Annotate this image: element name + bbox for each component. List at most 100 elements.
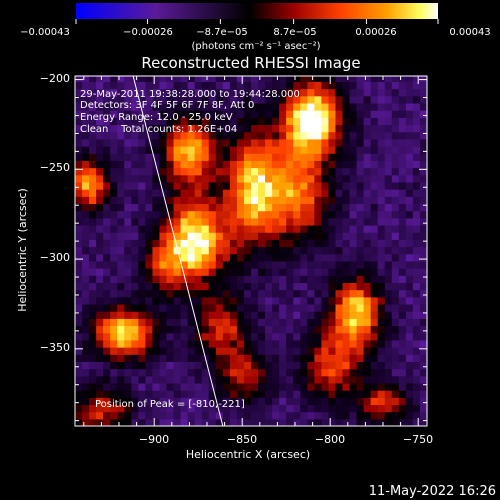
heatmap-cell [159,397,168,406]
heatmap-cell [124,189,132,197]
heatmap-cell [419,146,427,154]
heatmap-cell [236,339,245,348]
heatmap-cell [384,88,393,97]
heatmap-cell [272,375,280,384]
heatmap-cell [208,110,217,118]
x-axis-label: Heliocentric X (arcsec) [186,448,310,461]
heatmap-cell [307,196,315,205]
heatmap-cell [117,289,125,298]
heatmap-cell [286,390,294,398]
heatmap-cell [286,246,294,255]
heatmap-cell [342,418,351,426]
heatmap-cell [201,325,210,334]
heatmap-cell [222,239,231,248]
heatmap-cell [363,404,372,413]
heatmap-cell [145,404,154,413]
heatmap-cell [152,189,161,197]
heatmap-cell [138,224,146,233]
heatmap-cell [138,138,146,147]
heatmap-cell [265,203,273,212]
heatmap-cell [243,88,252,97]
heatmap-cell [229,347,238,355]
heatmap-cell [96,181,104,190]
heatmap-cell [124,203,132,212]
heatmap-cell [258,382,266,391]
heatmap-cell [159,196,168,205]
heatmap-cell [194,282,203,291]
heatmap-cell [370,217,379,226]
heatmap-cell [286,196,294,205]
heatmap-cell [131,354,139,362]
heatmap-cell [251,318,259,327]
heatmap-cell [363,217,372,226]
heatmap-cell [349,375,358,384]
heatmap-cell [75,260,83,269]
heatmap-cell [110,397,118,406]
heatmap-cell [180,303,189,312]
heatmap-cell [307,210,315,219]
heatmap-cell [307,102,315,111]
heatmap-cell [335,289,344,298]
heatmap-cell [300,88,308,97]
heatmap-cell [384,397,393,406]
heatmap-cell [145,167,154,176]
heatmap-cell [286,124,294,133]
heatmap-cell [412,361,421,370]
heatmap-cell [103,325,111,334]
heatmap-cell [384,102,393,111]
heatmap-cell [363,418,372,426]
heatmap-cell [377,124,386,133]
colorbar-tick-label: 0.00043 [449,27,490,38]
heatmap-cell [75,303,83,312]
heatmap-cell [131,411,139,420]
heatmap-cell [201,332,210,341]
heatmap-cell [96,268,104,276]
heatmap-cell [335,81,344,90]
heatmap-cell [243,110,252,118]
heatmap-cell [159,153,168,161]
heatmap-cell [180,174,189,183]
heatmap-cell [103,296,111,305]
heatmap-cell [215,160,224,169]
heatmap-cell [300,404,308,413]
heatmap-cell [265,124,273,133]
heatmap-cell [363,239,372,248]
heatmap-cell [236,224,245,233]
heatmap-cell [243,368,252,377]
heatmap-cell [251,303,259,312]
heatmap-cell [222,160,231,169]
heatmap-cell [363,196,372,205]
heatmap-cell [110,153,118,161]
heatmap-cell [117,339,125,348]
heatmap-cell [82,124,90,133]
heatmap-cell [187,124,196,133]
heatmap-cell [286,131,294,140]
heatmap-cell [82,332,90,341]
heatmap-cell [356,325,365,334]
heatmap-cell [258,153,266,161]
heatmap-cell [419,268,427,276]
heatmap-cell [229,296,238,305]
heatmap-cell [138,203,146,212]
heatmap-cell [258,260,266,269]
heatmap-cell [89,203,97,212]
heatmap-cell [300,318,308,327]
heatmap-cell [243,260,252,269]
heatmap-cell [398,146,407,154]
heatmap-cell [222,81,231,90]
heatmap-cell [391,253,400,262]
heatmap-cell [103,174,111,183]
heatmap-cell [145,418,154,426]
heatmap-cell [208,268,217,276]
heatmap-cell [412,196,421,205]
heatmap-cell [356,296,365,305]
heatmap-cell [391,368,400,377]
heatmap-cell [159,361,168,370]
heatmap-cell [370,397,379,406]
heatmap-cell [152,311,161,319]
heatmap-cell [265,181,273,190]
colorbar [76,3,438,19]
heatmap-cell [194,81,203,90]
heatmap-cell [103,224,111,233]
heatmap-cell [405,131,414,140]
